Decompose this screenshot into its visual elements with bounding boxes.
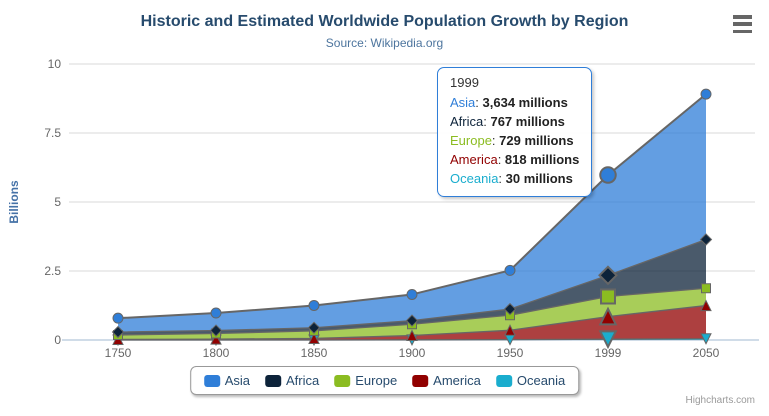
x-axis-label: 1800: [203, 346, 230, 360]
menu-bar: [733, 29, 752, 33]
legend-item-africa[interactable]: Africa: [265, 373, 319, 388]
legend-item-asia[interactable]: Asia: [203, 373, 251, 388]
legend-swatch-oceania: [495, 374, 512, 387]
legend-swatch-asia: [203, 374, 220, 387]
y-tick-label: 10: [48, 57, 62, 71]
legend-swatch-america: [412, 374, 429, 387]
area-america[interactable]: [118, 305, 706, 340]
marker-america-1850[interactable]: [308, 332, 320, 344]
marker-america-1950[interactable]: [504, 324, 516, 336]
marker-america-1800[interactable]: [210, 332, 222, 345]
x-axis-label: 1850: [301, 346, 328, 360]
marker-asia-1900[interactable]: [406, 288, 418, 300]
legend-item-oceania[interactable]: Oceania: [495, 373, 566, 388]
marker-asia-2050[interactable]: [700, 88, 712, 100]
legend-item-america[interactable]: America: [412, 373, 481, 388]
area-asia[interactable]: [118, 94, 706, 333]
x-axis-label: 1950: [497, 346, 524, 360]
legend-swatch-africa: [265, 374, 282, 387]
marker-america-1900[interactable]: [406, 329, 418, 342]
marker-africa-1900[interactable]: [405, 314, 419, 327]
area-africa[interactable]: [118, 239, 706, 335]
legend-item-label: Europe: [355, 373, 398, 388]
x-axis-label: 2050: [693, 346, 720, 360]
legend-item-label: America: [433, 373, 481, 388]
credits-link[interactable]: Highcharts.com: [685, 395, 755, 406]
x-axis-label: 1999: [595, 346, 622, 360]
hamburger-menu-icon[interactable]: [730, 13, 756, 35]
marker-asia-1800[interactable]: [210, 307, 222, 319]
legend-item-europe[interactable]: Europe: [334, 373, 397, 388]
y-tick-label: 2.5: [44, 264, 61, 278]
marker-asia-1999[interactable]: [599, 166, 617, 184]
marker-africa-1800[interactable]: [209, 324, 223, 337]
marker-america-1999[interactable]: [598, 306, 618, 326]
marker-africa-1950[interactable]: [503, 302, 517, 316]
legend-swatch-europe: [334, 374, 351, 387]
chart-subtitle: Source: Wikipedia.org: [325, 36, 444, 50]
chart-title: Historic and Estimated Worldwide Populat…: [140, 13, 629, 30]
marker-asia-1750[interactable]: [112, 312, 124, 324]
legend: Asia Africa Europe America Oceania: [189, 366, 580, 395]
marker-africa-1850[interactable]: [307, 321, 321, 334]
legend-item-label: Africa: [286, 373, 320, 388]
legend-item-label: Asia: [224, 373, 251, 388]
y-tick-label: 0: [54, 333, 61, 347]
marker-africa-2050[interactable]: [699, 233, 713, 246]
x-axis-label: 1900: [399, 346, 426, 360]
y-axis-title: Billions: [7, 180, 21, 224]
marker-oceania-2050[interactable]: [700, 333, 712, 345]
x-axis-label: 1750: [105, 346, 132, 360]
menu-bar: [733, 22, 752, 26]
marker-africa-1999[interactable]: [598, 265, 618, 286]
marker-europe-2050[interactable]: [701, 283, 711, 294]
y-tick-label: 5: [54, 195, 61, 209]
menu-bar: [733, 15, 752, 19]
marker-oceania-1999[interactable]: [598, 330, 618, 350]
marker-asia-1850[interactable]: [308, 299, 320, 311]
marker-europe-1999[interactable]: [600, 288, 616, 305]
marker-asia-1950[interactable]: [504, 264, 516, 276]
legend-item-label: Oceania: [516, 373, 566, 388]
y-tick-label: 7.5: [44, 126, 61, 140]
marker-america-2050[interactable]: [700, 299, 712, 312]
marker-africa-1750[interactable]: [111, 325, 125, 339]
